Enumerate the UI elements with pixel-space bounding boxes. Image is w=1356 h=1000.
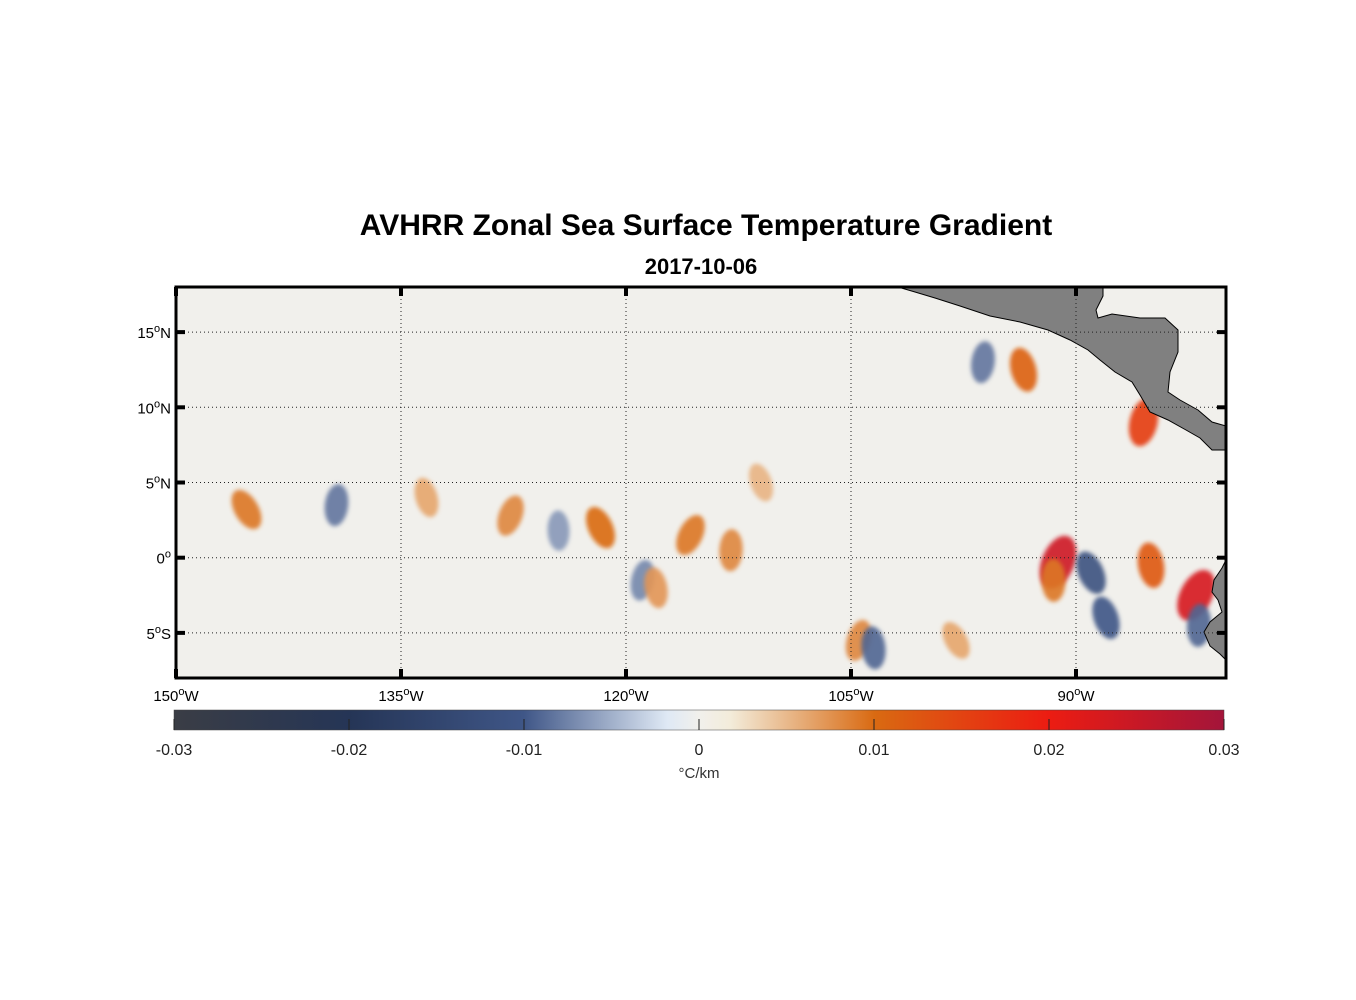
sst-feature-17 [1041, 558, 1066, 602]
colorbar-tick-label: 0 [695, 742, 704, 759]
sst-feature-3 [497, 495, 524, 536]
sst-feature-5 [585, 506, 616, 549]
sst-feature-22 [1186, 603, 1212, 647]
lon-label-150W: 150oW [153, 686, 199, 705]
sst-feature-15 [1009, 347, 1038, 392]
sst-feature-18 [1076, 551, 1106, 594]
sst-feature-9 [719, 529, 743, 572]
chart-subtitle-date: 2017-10-06 [645, 254, 758, 279]
sst-feature-13 [942, 621, 970, 659]
colorbar: -0.03 -0.02 -0.01 0 0.01 0.02 0.03 °C/km [156, 709, 1240, 782]
lon-label-120W: 120oW [603, 686, 649, 705]
colorbar-tick-label: 0.03 [1208, 742, 1239, 759]
sst-feature-1 [324, 484, 349, 527]
chart-title: AVHRR Zonal Sea Surface Temperature Grad… [360, 209, 1052, 242]
sst-feature-23 [1092, 596, 1120, 640]
graticule [176, 287, 1226, 678]
map-panel: 150oW 135oW 120oW 105oW 90oW 15oN 10oN 5oN 0o 5o… [137, 285, 1228, 705]
sst-feature-0 [231, 489, 262, 530]
sst-feature-7 [644, 567, 668, 609]
lat-label-5N: 5oN [146, 474, 171, 493]
land-south-america-coast [1203, 559, 1226, 661]
lon-label-135W: 135oW [378, 686, 424, 705]
sst-feature-12 [861, 626, 886, 670]
sst-feature-8 [676, 514, 705, 556]
colorbar-ticks: -0.03 -0.02 -0.01 0 0.01 0.02 0.03 [156, 719, 1240, 759]
lon-label-105W: 105oW [828, 686, 874, 705]
colorbar-units-label: °C/km [679, 765, 720, 782]
longitude-labels: 150oW 135oW 120oW 105oW 90oW [153, 686, 1095, 705]
colorbar-tick-label: -0.02 [331, 742, 368, 759]
lat-label-15N: 15oN [137, 323, 171, 342]
colorbar-tick-label: -0.03 [156, 742, 193, 759]
lat-label-10N: 10oN [137, 398, 171, 417]
sst-feature-14 [971, 341, 995, 384]
sst-gradient-features [231, 341, 1215, 670]
colorbar-tick-label: 0.02 [1033, 742, 1064, 759]
frame-ticks [174, 287, 1226, 678]
lon-label-90W: 90oW [1058, 686, 1096, 705]
sst-feature-20 [1137, 542, 1165, 588]
colorbar-tick-label: 0.01 [858, 742, 889, 759]
sst-feature-2 [414, 477, 439, 518]
lat-label-5S: 5oS [147, 624, 171, 643]
sst-feature-4 [547, 510, 570, 551]
latitude-labels: 15oN 10oN 5oN 0o 5oS [137, 323, 171, 643]
lat-label-0: 0o [157, 549, 171, 568]
land-central-america [897, 287, 1226, 451]
colorbar-tick-label: -0.01 [506, 742, 543, 759]
land-masses [897, 287, 1226, 661]
